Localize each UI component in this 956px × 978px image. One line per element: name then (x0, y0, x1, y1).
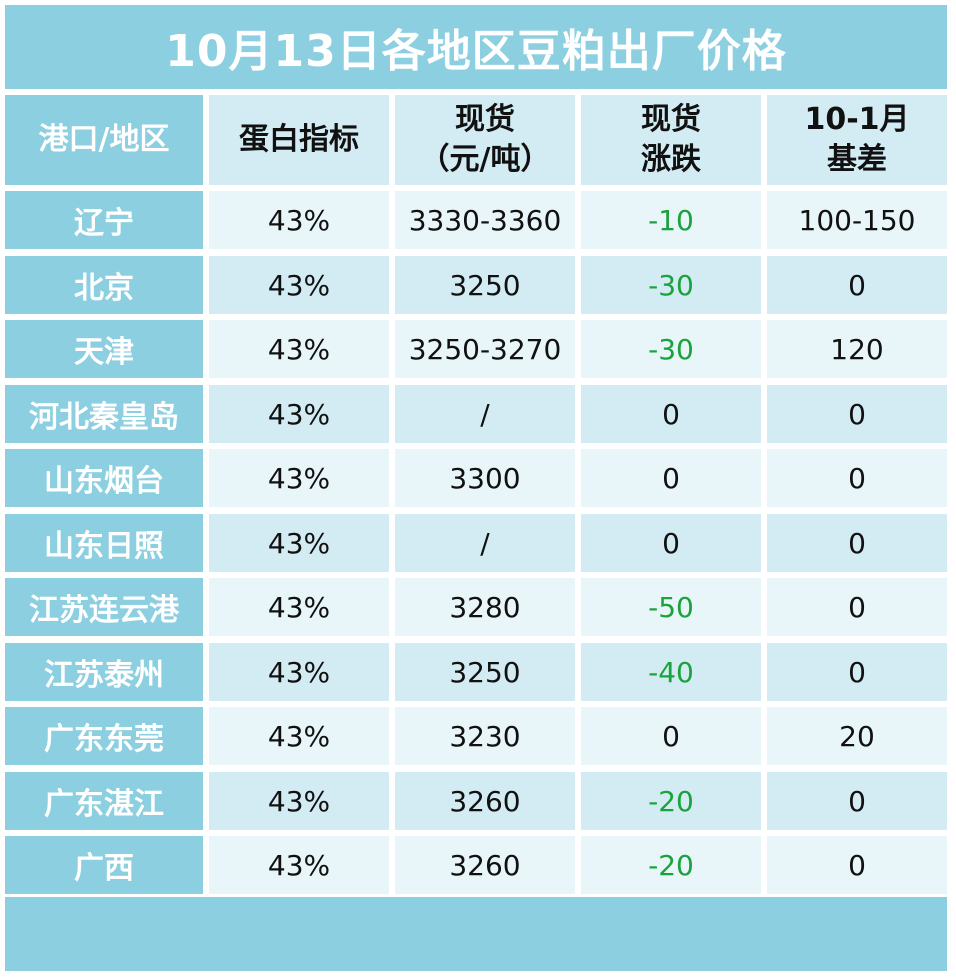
table-footer (5, 897, 947, 971)
basis-cell: 0 (767, 256, 947, 314)
header-change: 现货 涨跌 (581, 95, 761, 185)
header-change-line1: 现货 (641, 102, 701, 137)
spot-price-cell: 3250 (395, 643, 575, 701)
protein-cell: 43% (209, 191, 389, 249)
table-row: 北京 43% 3250 -30 0 (5, 256, 947, 314)
table-row: 广东湛江 43% 3260 -20 0 (5, 772, 947, 830)
header-basis: 10-1月 基差 (767, 95, 947, 185)
spot-price-cell: 3230 (395, 707, 575, 765)
spot-price-cell: 3260 (395, 836, 575, 894)
header-change-line2: 涨跌 (641, 142, 701, 177)
basis-cell: 120 (767, 320, 947, 378)
basis-cell: 0 (767, 578, 947, 636)
region-cell: 河北秦皇岛 (5, 385, 203, 443)
header-basis-line2: 基差 (826, 142, 887, 177)
region-cell: 江苏泰州 (5, 643, 203, 701)
basis-cell: 0 (767, 385, 947, 443)
basis-cell: 0 (767, 514, 947, 572)
table-row: 河北秦皇岛 43%/0 0 (5, 385, 947, 443)
protein-cell: 43% (209, 449, 389, 507)
table-row: 广东东莞 43% 3230 0 20 (5, 707, 947, 765)
basis-cell: 20 (767, 707, 947, 765)
spot-price-cell: 3300 (395, 449, 575, 507)
price-change-cell: -30 (581, 320, 761, 378)
table-row: 山东烟台 43% 3300 0 0 (5, 449, 947, 507)
region-cell: 广东湛江 (5, 772, 203, 830)
protein-cell: 43% (209, 320, 389, 378)
spot-price-cell: 3250-3270 (395, 320, 575, 378)
table-row: 广西 43% 3260 -20 0 (5, 836, 947, 894)
protein-cell: 43% (209, 836, 389, 894)
price-change-cell: -40 (581, 643, 761, 701)
protein-cell: 43% (209, 707, 389, 765)
region-cell: 广西 (5, 836, 203, 894)
protein-cell: 43% (209, 385, 389, 443)
region-cell: 江苏连云港 (5, 578, 203, 636)
spot-price-cell: 3280 (395, 578, 575, 636)
protein-cell: 43% (209, 256, 389, 314)
spot-price-cell: / (395, 514, 575, 572)
protein-cell: 43% (209, 514, 389, 572)
region-cell: 山东烟台 (5, 449, 203, 507)
price-change-cell: -30 (581, 256, 761, 314)
table-row: 山东日照 43%/0 0 (5, 514, 947, 572)
basis-cell: 0 (767, 772, 947, 830)
header-spot: 现货 （元/吨） (395, 95, 575, 185)
header-spot-line1: 现货 (455, 102, 515, 137)
region-cell: 山东日照 (5, 514, 203, 572)
header-protein: 蛋白指标 (209, 95, 389, 185)
basis-cell: 100-150 (767, 191, 947, 249)
table-title: 10月13日各地区豆粕出厂价格 (5, 5, 947, 89)
region-cell: 辽宁 (5, 191, 203, 249)
table-row: 辽宁 43% 3330-3360 -10 100-150 (5, 191, 947, 249)
price-table: 10月13日各地区豆粕出厂价格 港口/地区 蛋白指标 现货 （元/吨） 现货 涨… (5, 5, 947, 971)
table-row: 天津 43% 3250-3270 -30 120 (5, 320, 947, 378)
price-change-cell: 0 (581, 385, 761, 443)
header-basis-line1: 10-1月 (804, 102, 910, 137)
price-change-cell: 0 (581, 707, 761, 765)
price-change-cell: -20 (581, 836, 761, 894)
header-spot-line2: （元/吨） (419, 142, 551, 177)
price-change-cell: 0 (581, 449, 761, 507)
table-row: 江苏连云港 43% 3280 -50 0 (5, 578, 947, 636)
protein-cell: 43% (209, 772, 389, 830)
spot-price-cell: 3260 (395, 772, 575, 830)
header-region: 港口/地区 (5, 95, 203, 185)
region-cell: 广东东莞 (5, 707, 203, 765)
price-change-cell: -10 (581, 191, 761, 249)
basis-cell: 0 (767, 643, 947, 701)
header-row: 港口/地区 蛋白指标 现货 （元/吨） 现货 涨跌 10-1月 基差 (5, 95, 947, 185)
region-cell: 天津 (5, 320, 203, 378)
basis-cell: 0 (767, 836, 947, 894)
protein-cell: 43% (209, 578, 389, 636)
region-cell: 北京 (5, 256, 203, 314)
spot-price-cell: 3250 (395, 256, 575, 314)
price-change-cell: -20 (581, 772, 761, 830)
price-change-cell: -50 (581, 578, 761, 636)
table-row: 江苏泰州 43% 3250 -40 0 (5, 643, 947, 701)
protein-cell: 43% (209, 643, 389, 701)
spot-price-cell: / (395, 385, 575, 443)
basis-cell: 0 (767, 449, 947, 507)
spot-price-cell: 3330-3360 (395, 191, 575, 249)
price-change-cell: 0 (581, 514, 761, 572)
